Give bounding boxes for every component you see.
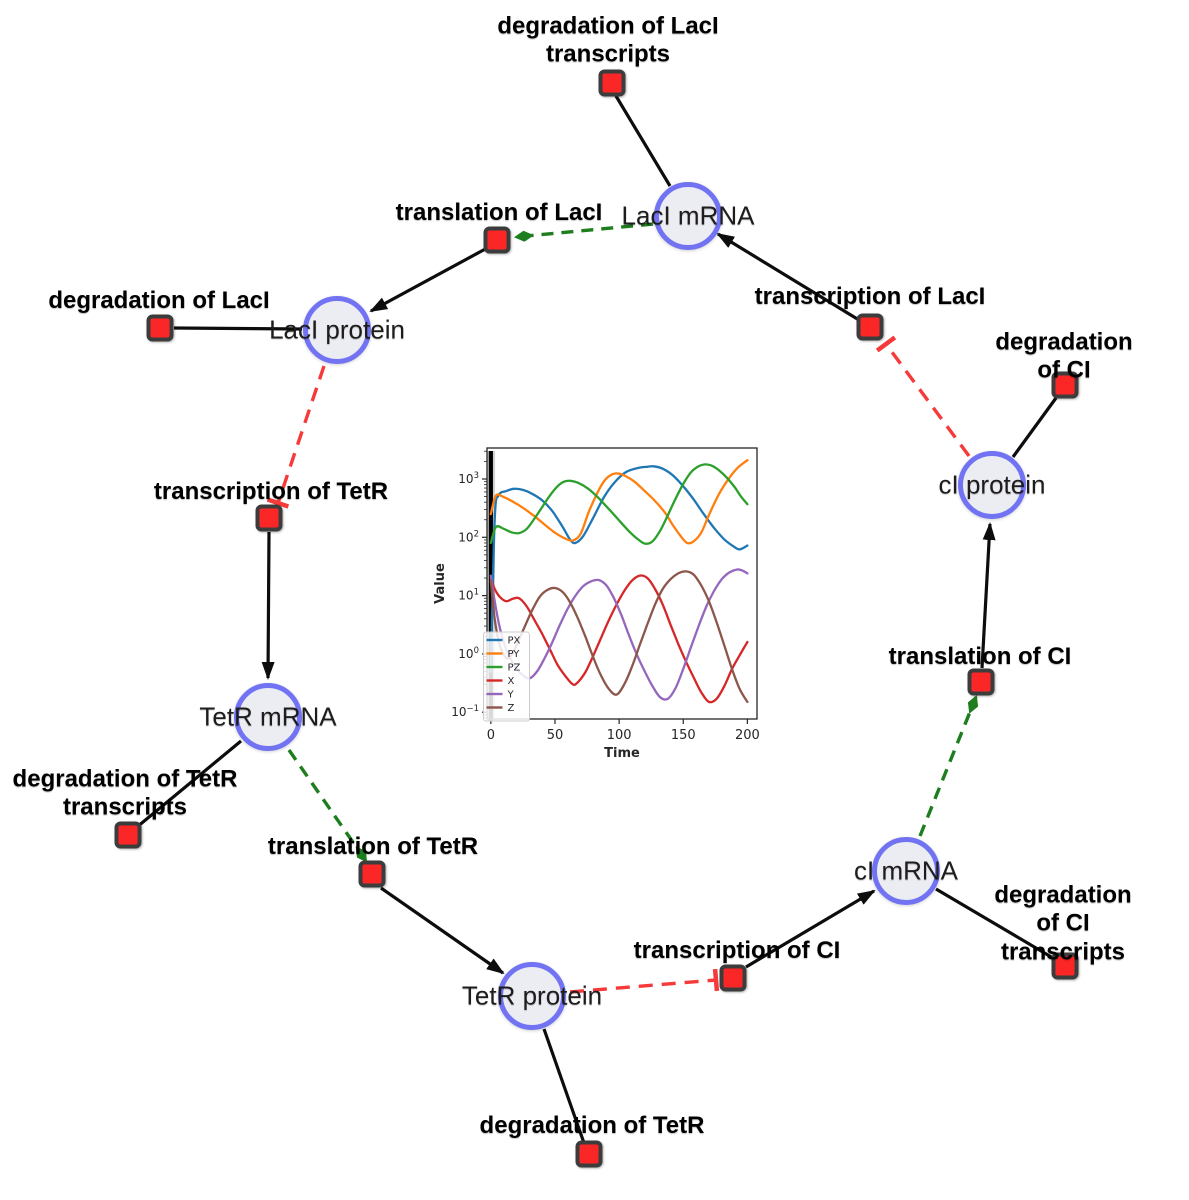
edge-ci-mrna-to-translation-ci [918, 695, 979, 837]
y-tick-label: 102 [458, 529, 479, 544]
reaction-node-translation-of-tetr [358, 860, 386, 888]
edge-transcription-ci-to-ci-mrna [745, 889, 876, 969]
edge-ci-protein-to-degradation [1011, 397, 1058, 458]
axes-box [486, 447, 758, 720]
reaction-label-degradation-of-tetr-transcripts: degradation of TetR transcripts [12, 765, 238, 821]
series-line-X [489, 574, 749, 704]
edge-transcription-laci-to-laci-mrna [716, 232, 860, 322]
reaction-label-degradation-of-ci-transcripts: degradation of CI transcripts [994, 881, 1132, 966]
x-tick-label: 0 [487, 728, 495, 743]
reaction-label-transcription-of-tetr: transcription of TetR [153, 477, 389, 505]
species-node-ci-mrna [872, 837, 940, 905]
y-tick-label: 10−1 [451, 704, 479, 719]
edge-ci-protein-to-transcription-laci [875, 335, 971, 458]
x-tick-label: 50 [547, 728, 564, 743]
species-label-laci-protein: LacI protein [269, 314, 405, 345]
x-tick-label: 100 [607, 728, 632, 743]
reaction-node-transcription-of-laci [856, 313, 884, 341]
reaction-node-degradation-of-laci [146, 314, 174, 342]
legend-label-X: X [508, 676, 515, 687]
species-label-ci-protein: cI protein [938, 469, 1046, 500]
reaction-label-degradation-of-tetr: degradation of TetR [479, 1111, 705, 1139]
reaction-label-translation-of-ci: translation of CI [888, 642, 1072, 670]
species-label-tetr-mrna: TetR mRNA [199, 701, 337, 732]
series-line-PZ [489, 463, 749, 545]
edge-translation-ci-to-ci-protein [980, 522, 996, 669]
edge-laci-protein-to-degradation [173, 326, 303, 331]
reaction-node-translation-of-laci [483, 226, 511, 254]
reaction-label-translation-of-laci: translation of LacI [395, 198, 603, 226]
legend-label-PZ: PZ [508, 663, 521, 674]
reaction-node-degradation-of-ci-transcripts [1051, 952, 1079, 980]
x-axis-label: Time [604, 746, 640, 761]
x-tick-label: 150 [671, 728, 696, 743]
edge-transcription-tetr-to-tetr-mrna [261, 531, 275, 680]
species-label-laci-mrna: LacI mRNA [621, 200, 755, 231]
series-line-PY [489, 459, 749, 545]
x-tick-label: 200 [735, 728, 760, 743]
species-label-tetr-protein: TetR protein [461, 980, 603, 1011]
species-node-laci-mrna [654, 182, 722, 250]
reaction-label-degradation-of-ci: degradation of CI [995, 328, 1133, 384]
edge-tetr-protein-to-degradation [542, 1028, 586, 1144]
reaction-node-degradation-of-ci [1051, 371, 1079, 399]
species-node-tetr-protein [498, 962, 566, 1030]
legend-label-PY: PY [508, 649, 521, 660]
legend-label-PX: PX [508, 636, 521, 647]
species-node-tetr-mrna [234, 683, 302, 751]
reaction-label-transcription-of-ci: transcription of CI [633, 936, 841, 964]
reaction-label-degradation-of-laci: degradation of LacI [48, 286, 270, 314]
reaction-label-translation-of-tetr: translation of TetR [267, 832, 479, 860]
legend-label-Y: Y [507, 690, 515, 701]
time-series-plot: 0 50 100 150 200 103 102 101 100 10−1 Time Value PX P… [433, 447, 760, 761]
y-tick-label: 103 [458, 471, 479, 486]
reaction-node-degradation-of-laci-transcripts [598, 69, 626, 97]
reaction-node-degradation-of-tetr [575, 1140, 603, 1168]
edge-translation-laci-to-laci-protein [369, 245, 490, 313]
reaction-label-transcription-of-laci: transcription of LacI [754, 282, 986, 310]
edge-laci-mrna-to-degradation-transcripts [614, 95, 672, 187]
y-axis-label: Value [433, 563, 448, 604]
species-node-laci-protein [303, 296, 371, 364]
series-line-PX [489, 465, 749, 673]
edge-laci-protein-to-transcription-tetr [266, 365, 326, 509]
edge-tetr-mrna-to-translation-tetr [287, 749, 368, 863]
species-label-ci-mrna: cI mRNA [854, 855, 958, 886]
y-tick-label: 101 [458, 588, 479, 603]
edge-laci-mrna-to-translation-laci [514, 222, 654, 242]
reaction-node-translation-of-ci [967, 668, 995, 696]
reaction-label-degradation-of-laci-transcripts: degradation of LacI transcripts [497, 12, 719, 68]
reaction-node-transcription-of-tetr [255, 504, 283, 532]
species-node-ci-protein [958, 451, 1026, 519]
edge-ci-mrna-to-degradation-transcripts [935, 887, 1054, 960]
legend-label-Z: Z [508, 703, 515, 714]
edge-tetr-protein-to-transcription-ci [569, 968, 720, 994]
reaction-node-degradation-of-tetr-transcripts [114, 821, 142, 849]
series-line-Z [489, 570, 749, 704]
reaction-node-transcription-of-ci [719, 964, 747, 992]
edge-tetr-mrna-to-degradation-transcripts [135, 739, 243, 829]
edge-translation-tetr-to-tetr-protein [380, 886, 505, 975]
y-tick-label: 100 [458, 646, 479, 661]
